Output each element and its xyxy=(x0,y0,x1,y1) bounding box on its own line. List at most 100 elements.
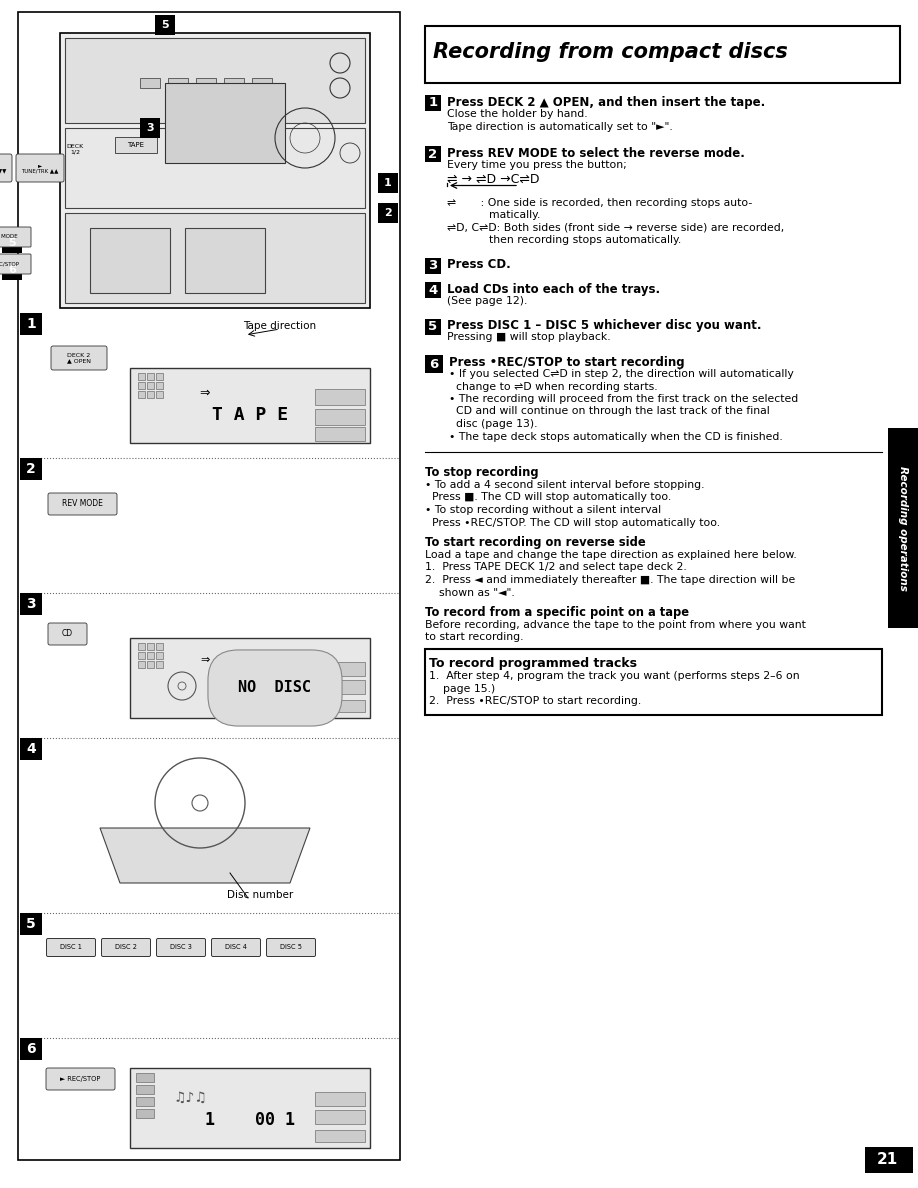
Bar xyxy=(136,1097,154,1106)
Text: 1.  Press TAPE DECK 1/2 and select tape deck 2.: 1. Press TAPE DECK 1/2 and select tape d… xyxy=(425,562,687,573)
Text: • To add a 4 second silent interval before stopping.: • To add a 4 second silent interval befo… xyxy=(425,480,704,489)
Bar xyxy=(156,383,163,388)
Text: To stop recording: To stop recording xyxy=(425,466,539,479)
Text: 3: 3 xyxy=(27,598,36,611)
Text: 6: 6 xyxy=(430,358,439,371)
FancyBboxPatch shape xyxy=(0,254,31,274)
Bar xyxy=(65,128,365,208)
Text: 5: 5 xyxy=(8,238,16,248)
Text: 1: 1 xyxy=(26,317,36,331)
Text: Load CDs into each of the trays.: Load CDs into each of the trays. xyxy=(447,283,660,296)
Text: 2.  Press ◄ and immediately thereafter ■. The tape direction will be: 2. Press ◄ and immediately thereafter ■.… xyxy=(425,575,795,584)
Bar xyxy=(65,213,365,303)
Bar xyxy=(378,203,398,223)
Text: NO  DISC: NO DISC xyxy=(239,681,311,695)
Text: 4: 4 xyxy=(429,284,438,297)
Polygon shape xyxy=(100,828,310,883)
Text: DISC 1: DISC 1 xyxy=(60,944,82,950)
Text: Recording from compact discs: Recording from compact discs xyxy=(433,43,788,63)
Text: 6: 6 xyxy=(8,265,16,274)
Text: Press DECK 2 ▲ OPEN, and then insert the tape.: Press DECK 2 ▲ OPEN, and then insert the… xyxy=(447,96,766,109)
Bar xyxy=(147,643,154,650)
Bar xyxy=(315,426,365,441)
Bar xyxy=(315,1092,365,1106)
Bar xyxy=(315,1110,365,1124)
Text: 1: 1 xyxy=(429,96,438,109)
Text: To record from a specific point on a tape: To record from a specific point on a tap… xyxy=(425,606,689,619)
Text: Press REV MODE to select the reverse mode.: Press REV MODE to select the reverse mod… xyxy=(447,147,744,160)
Bar xyxy=(20,914,42,935)
Bar xyxy=(130,368,370,443)
Text: Recording operations: Recording operations xyxy=(898,466,908,590)
Bar xyxy=(315,700,365,712)
Bar xyxy=(156,661,163,668)
Bar xyxy=(425,95,441,110)
Bar xyxy=(425,282,441,298)
Text: 2: 2 xyxy=(26,462,36,476)
Text: To start recording on reverse side: To start recording on reverse side xyxy=(425,536,645,549)
Text: DISC 3: DISC 3 xyxy=(170,944,192,950)
Bar xyxy=(138,661,145,668)
Bar xyxy=(20,1038,42,1060)
Bar xyxy=(140,78,160,88)
Text: Press •REC/STOP to start recording: Press •REC/STOP to start recording xyxy=(449,356,685,369)
Bar xyxy=(130,1068,370,1148)
FancyBboxPatch shape xyxy=(51,346,107,369)
Bar xyxy=(147,383,154,388)
Bar xyxy=(136,1073,154,1082)
Text: 3: 3 xyxy=(146,124,154,133)
Bar xyxy=(315,388,365,405)
Bar xyxy=(20,738,42,760)
Text: 5: 5 xyxy=(429,320,438,333)
Text: ► REC/STOP: ► REC/STOP xyxy=(0,261,19,266)
Bar xyxy=(888,428,918,628)
Bar xyxy=(2,260,22,280)
Text: T A P E: T A P E xyxy=(212,406,288,424)
Bar xyxy=(20,593,42,615)
Text: Press •REC/STOP. The CD will stop automatically too.: Press •REC/STOP. The CD will stop automa… xyxy=(425,518,720,527)
Text: ► REC/STOP: ► REC/STOP xyxy=(60,1076,100,1082)
Text: DISC 4: DISC 4 xyxy=(225,944,247,950)
Text: REV MODE: REV MODE xyxy=(62,499,103,508)
Text: • To stop recording without a silent interval: • To stop recording without a silent int… xyxy=(425,505,661,516)
FancyBboxPatch shape xyxy=(47,939,95,956)
Text: • The recording will proceed from the first track on the selected: • The recording will proceed from the fi… xyxy=(449,394,799,404)
Bar xyxy=(147,652,154,659)
Bar xyxy=(138,383,145,388)
Bar xyxy=(315,662,365,676)
Text: DISC 5: DISC 5 xyxy=(280,944,302,950)
Text: Load a tape and change the tape direction as explained here below.: Load a tape and change the tape directio… xyxy=(425,550,797,560)
Text: Press CD.: Press CD. xyxy=(447,259,510,272)
Bar xyxy=(147,391,154,398)
FancyBboxPatch shape xyxy=(266,939,316,956)
Bar xyxy=(20,312,42,335)
FancyBboxPatch shape xyxy=(0,154,12,182)
Text: to start recording.: to start recording. xyxy=(425,632,523,643)
Bar xyxy=(378,173,398,192)
Bar xyxy=(136,1110,154,1118)
Bar xyxy=(252,78,272,88)
Text: • The tape deck stops automatically when the CD is finished.: • The tape deck stops automatically when… xyxy=(449,431,783,442)
Bar xyxy=(65,38,365,124)
Text: matically.: matically. xyxy=(447,210,541,220)
Bar xyxy=(130,638,370,718)
Text: ⇌ → ⇌D →C⇌D: ⇌ → ⇌D →C⇌D xyxy=(447,172,540,185)
Bar xyxy=(315,409,365,425)
Bar xyxy=(425,318,441,335)
Text: ►
TUNE/TRK ▲▲: ► TUNE/TRK ▲▲ xyxy=(21,163,59,173)
Text: ⇌       : One side is recorded, then recording stops auto-: ⇌ : One side is recorded, then recording… xyxy=(447,197,752,208)
Text: Press DISC 1 – DISC 5 whichever disc you want.: Press DISC 1 – DISC 5 whichever disc you… xyxy=(447,320,762,333)
Bar xyxy=(60,33,370,308)
Text: 6: 6 xyxy=(27,1042,36,1056)
Bar xyxy=(315,680,365,694)
Bar xyxy=(425,355,443,373)
Text: (See page 12).: (See page 12). xyxy=(447,296,527,307)
Text: Tape direction: Tape direction xyxy=(243,321,317,331)
Text: 1    00 1: 1 00 1 xyxy=(205,1111,295,1129)
Bar xyxy=(425,146,441,162)
Text: disc (page 13).: disc (page 13). xyxy=(449,419,538,429)
Text: • If you selected C⇌D in step 2, the direction will automatically: • If you selected C⇌D in step 2, the dir… xyxy=(449,369,794,379)
Text: 2: 2 xyxy=(429,147,438,160)
Text: 2: 2 xyxy=(384,208,392,219)
Bar xyxy=(156,391,163,398)
